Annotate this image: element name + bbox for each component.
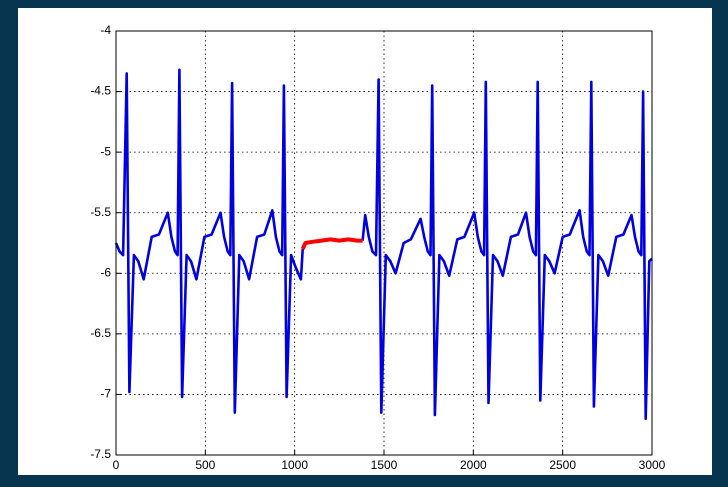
x-tick-label: 2500 <box>549 458 576 472</box>
x-tick-label: 500 <box>195 458 215 472</box>
axes-box <box>115 30 653 456</box>
y-tick-label: -7.5 <box>90 447 111 461</box>
x-tick-label: 3000 <box>639 458 666 472</box>
y-tick-label: -7 <box>100 387 111 401</box>
y-tick-label: -5 <box>100 144 111 158</box>
series-line <box>300 237 363 250</box>
series-line <box>114 68 653 420</box>
y-tick-label: -4.5 <box>90 84 111 98</box>
y-tick-label: -6 <box>100 265 111 279</box>
y-tick-label: -4 <box>100 23 111 37</box>
y-tick-label: -5.5 <box>90 205 111 219</box>
x-tick-label: 1500 <box>371 458 398 472</box>
y-tick-label: -6.5 <box>90 326 111 340</box>
x-tick-label: 0 <box>113 458 120 472</box>
x-tick-label: 2000 <box>460 458 487 472</box>
x-tick-label: 1000 <box>281 458 308 472</box>
